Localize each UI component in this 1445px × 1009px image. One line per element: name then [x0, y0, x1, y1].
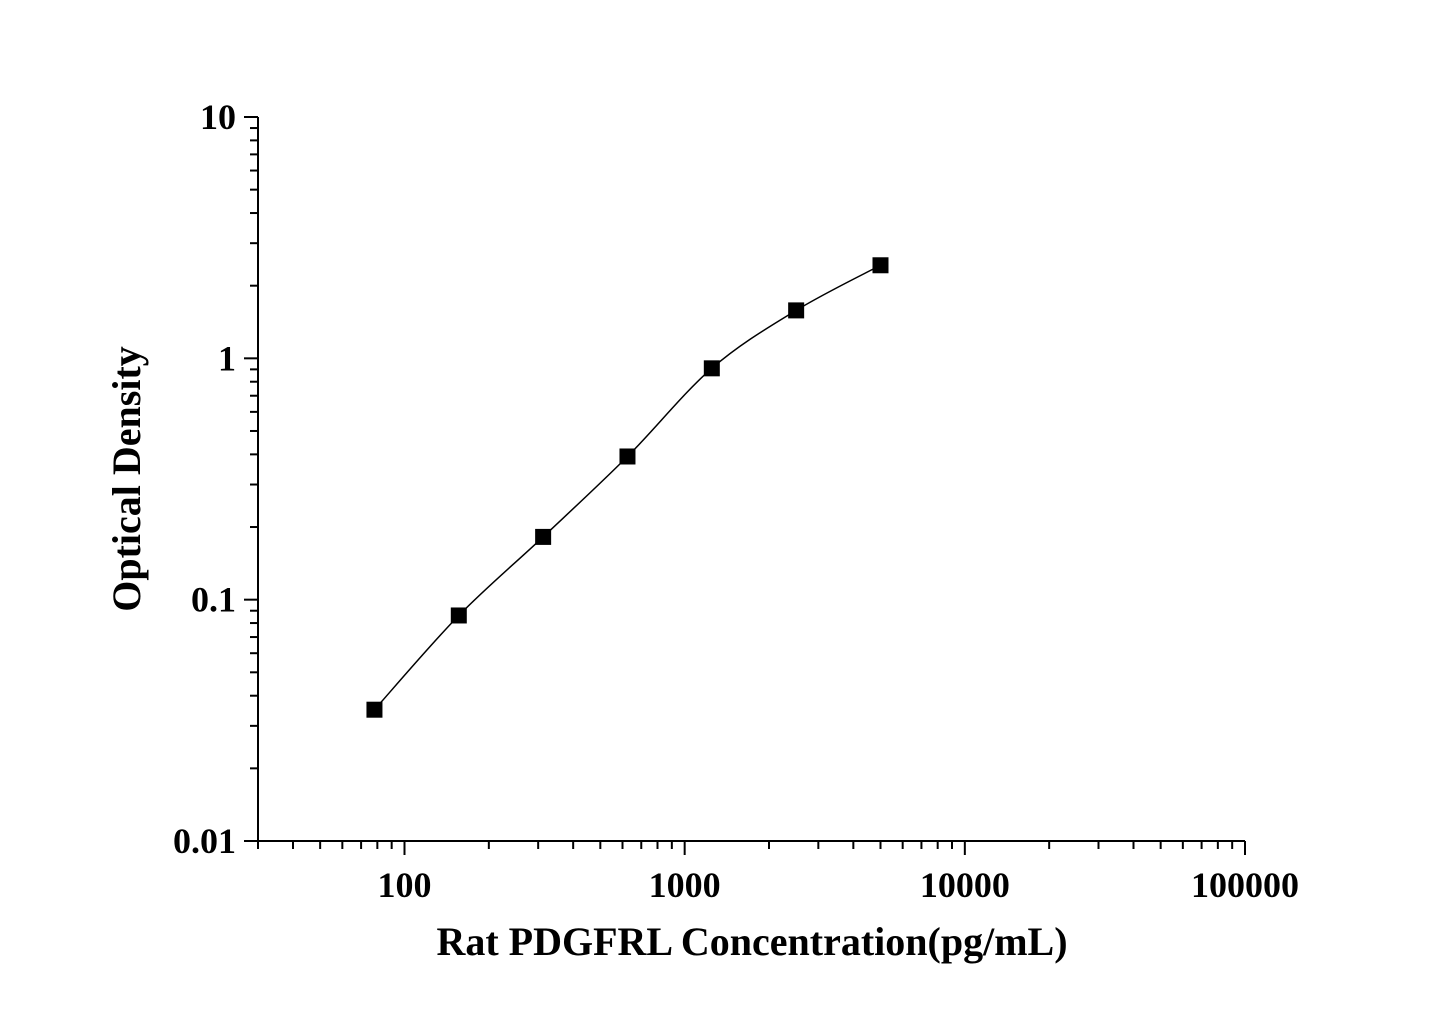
y-tick-label: 0.1 — [191, 580, 236, 620]
x-tick-label: 100000 — [1191, 865, 1299, 905]
fit-curve — [373, 264, 881, 711]
x-tick-label: 1000 — [649, 865, 721, 905]
data-point — [872, 257, 889, 274]
data-point — [366, 701, 383, 718]
data-point — [619, 448, 636, 465]
y-tick-label: 0.01 — [173, 821, 236, 861]
data-point — [788, 302, 805, 319]
data-point — [535, 528, 552, 545]
y-tick-label: 1 — [218, 338, 236, 378]
data-point — [703, 360, 720, 377]
y-tick-label: 10 — [200, 97, 236, 137]
data-point — [450, 607, 467, 624]
x-tick-label: 100 — [377, 865, 431, 905]
y-axis-title: Optical Density — [104, 346, 149, 612]
x-tick-label: 10000 — [920, 865, 1010, 905]
x-axis-title: Rat PDGFRL Concentration(pg/mL) — [436, 919, 1067, 964]
